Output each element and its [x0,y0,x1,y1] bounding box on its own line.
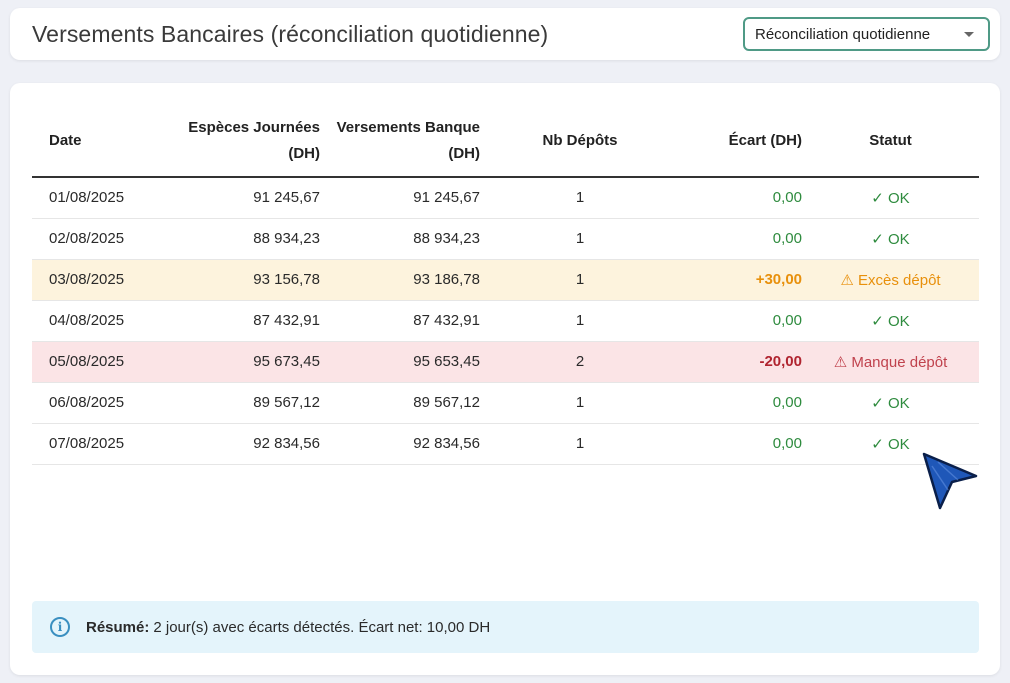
column-header-statut[interactable]: Statut [802,105,979,178]
table-row[interactable]: 07/08/2025 92 834,56 92 834,56 1 0,00 ✓ OK [32,423,979,465]
summary-banner: i Résumé: 2 jour(s) avec écarts détectés… [32,601,979,653]
cell-versements: 92 834,56 [320,423,480,465]
cell-versements: 88 934,23 [320,218,480,260]
cell-statut: ⚠ Manque dépôt [802,341,979,383]
cell-ecart: 0,00 [680,382,802,424]
cell-versements: 89 567,12 [320,382,480,424]
cell-ecart: -20,00 [680,341,802,383]
cell-ecart: 0,00 [680,423,802,465]
summary-label: Résumé: [86,618,150,636]
cell-date: 07/08/2025 [32,423,172,465]
cell-date: 01/08/2025 [32,177,172,219]
table-row[interactable]: 04/08/2025 87 432,91 87 432,91 1 0,00 ✓ OK [32,300,979,342]
header-card: Versements Bancaires (réconciliation quo… [10,8,1000,60]
mode-select[interactable]: Réconciliation quotidienne [743,17,990,51]
cell-date: 02/08/2025 [32,218,172,260]
table-row[interactable]: 06/08/2025 89 567,12 89 567,12 1 0,00 ✓ OK [32,382,979,424]
cell-especes: 87 432,91 [172,300,320,342]
column-header-ecart[interactable]: Écart (DH) [680,105,802,178]
cell-date: 06/08/2025 [32,382,172,424]
cell-nb-depots: 2 [480,341,680,383]
cell-ecart: 0,00 [680,177,802,219]
column-header-date[interactable]: Date [32,105,172,178]
cell-ecart: +30,00 [680,259,802,301]
cell-versements: 93 186,78 [320,259,480,301]
cell-versements: 91 245,67 [320,177,480,219]
cell-nb-depots: 1 [480,382,680,424]
table-row[interactable]: 02/08/2025 88 934,23 88 934,23 1 0,00 ✓ OK [32,218,979,260]
cell-nb-depots: 1 [480,259,680,301]
cell-nb-depots: 1 [480,300,680,342]
column-header-especes[interactable]: Espèces Journées (DH) [172,105,320,178]
cell-nb-depots: 1 [480,423,680,465]
cell-statut: ✓ OK [802,177,979,219]
cell-versements: 95 653,45 [320,341,480,383]
cell-nb-depots: 1 [480,218,680,260]
table-row[interactable]: 05/08/2025 95 673,45 95 653,45 2 -20,00 ⚠ Man… [32,341,979,383]
cell-statut: ⚠ Excès dépôt [802,259,979,301]
column-header-versements[interactable]: Versements Banque (DH) [320,105,480,178]
cell-statut: ✓ OK [802,423,979,465]
cell-especes: 95 673,45 [172,341,320,383]
mode-select-value: Réconciliation quotidienne [755,25,931,43]
info-icon: i [50,617,70,637]
table-row[interactable]: 01/08/2025 91 245,67 91 245,67 1 0,00 ✓ OK [32,177,979,219]
cell-especes: 92 834,56 [172,423,320,465]
cell-statut: ✓ OK [802,218,979,260]
cell-especes: 88 934,23 [172,218,320,260]
reconciliation-table: Date Espèces Journées (DH) Versements Ba… [32,105,979,465]
cell-ecart: 0,00 [680,218,802,260]
table-header-row: Date Espèces Journées (DH) Versements Ba… [32,105,979,178]
cell-date: 03/08/2025 [32,259,172,301]
cell-statut: ✓ OK [802,300,979,342]
cell-ecart: 0,00 [680,300,802,342]
cell-date: 04/08/2025 [32,300,172,342]
summary-text: 2 jour(s) avec écarts détectés. Écart ne… [153,618,491,636]
cell-nb-depots: 1 [480,177,680,219]
cell-statut: ✓ OK [802,382,979,424]
cell-date: 05/08/2025 [32,341,172,383]
cell-especes: 91 245,67 [172,177,320,219]
chevron-down-icon [964,32,974,37]
table-row[interactable]: 03/08/2025 93 156,78 93 186,78 1 +30,00 ⚠ Exc… [32,259,979,301]
cell-versements: 87 432,91 [320,300,480,342]
mouse-cursor-icon [922,452,978,510]
cell-especes: 93 156,78 [172,259,320,301]
reconciliation-card: Date Espèces Journées (DH) Versements Ba… [10,83,1000,675]
cell-especes: 89 567,12 [172,382,320,424]
page-title: Versements Bancaires (réconciliation quo… [32,21,549,47]
column-header-nb-depots[interactable]: Nb Dépôts [480,105,680,178]
